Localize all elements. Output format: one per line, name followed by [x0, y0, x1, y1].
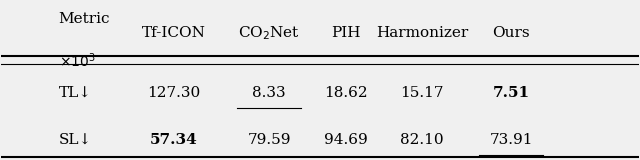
Text: 18.62: 18.62: [324, 86, 367, 100]
Text: Ours: Ours: [492, 26, 530, 40]
Text: 94.69: 94.69: [324, 133, 367, 147]
Text: Tf-ICON: Tf-ICON: [141, 26, 205, 40]
Text: $\times10^3$: $\times10^3$: [59, 52, 95, 70]
Text: 127.30: 127.30: [147, 86, 200, 100]
Text: 82.10: 82.10: [400, 133, 444, 147]
Text: 57.34: 57.34: [150, 133, 197, 147]
Text: 8.33: 8.33: [252, 86, 286, 100]
Text: SL↓: SL↓: [59, 133, 92, 147]
Text: Metric: Metric: [59, 12, 110, 26]
Text: Harmonizer: Harmonizer: [376, 26, 468, 40]
Text: PIH: PIH: [331, 26, 360, 40]
Text: 73.91: 73.91: [490, 133, 533, 147]
Text: 7.51: 7.51: [493, 86, 530, 100]
Text: 15.17: 15.17: [400, 86, 444, 100]
Text: 79.59: 79.59: [247, 133, 291, 147]
Text: CO$_2$Net: CO$_2$Net: [238, 24, 300, 42]
Text: TL↓: TL↓: [59, 86, 92, 100]
